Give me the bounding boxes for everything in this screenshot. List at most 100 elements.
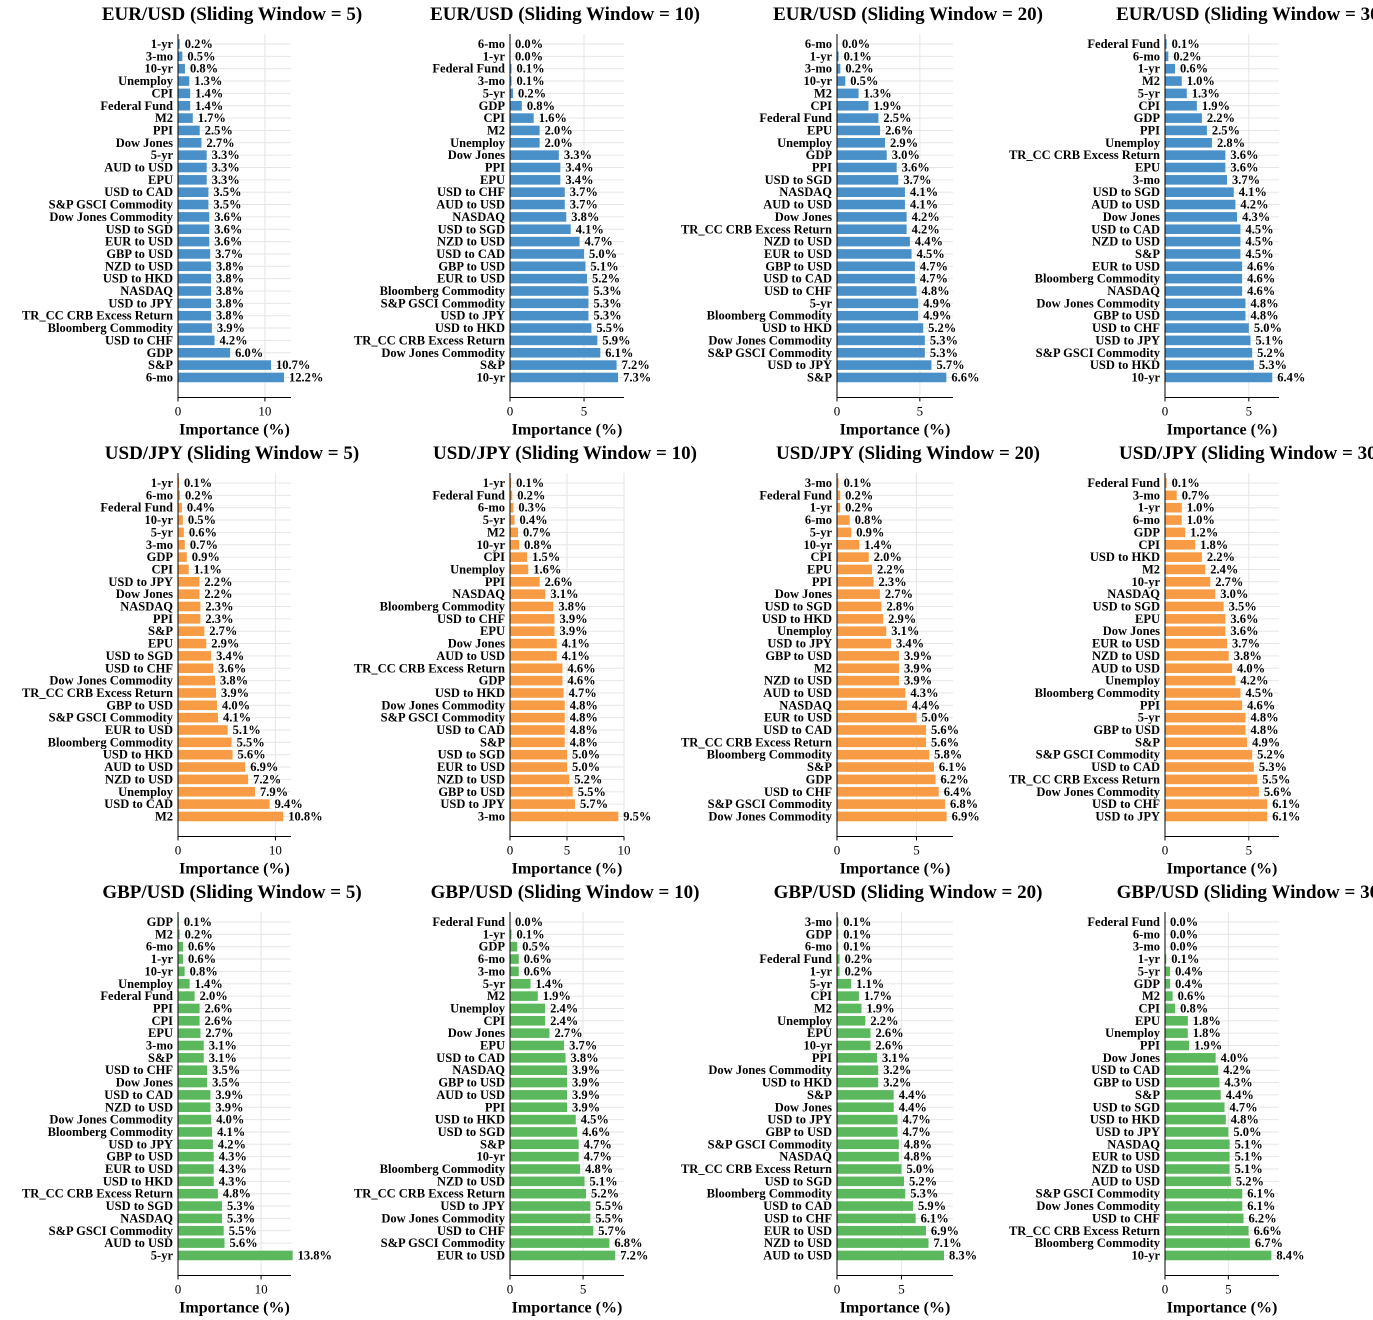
bar — [510, 811, 619, 822]
category-label: USD to SGD — [765, 173, 832, 187]
value-label: 2.2% — [877, 562, 905, 576]
value-label: 2.3% — [879, 575, 907, 589]
category-label: Federal Fund — [759, 488, 832, 502]
bar — [837, 527, 852, 538]
value-label: 2.7% — [554, 1026, 582, 1040]
category-label: AUD to USD — [1091, 198, 1160, 212]
value-label: 4.0% — [216, 1113, 244, 1127]
value-label: 0.2% — [185, 488, 213, 502]
value-label: 6.9% — [952, 809, 980, 823]
bar — [1165, 1003, 1176, 1014]
category-label: Bloomberg Commodity — [380, 284, 506, 298]
x-axis-label: Importance (%) — [840, 860, 951, 877]
value-label: 3.6% — [214, 222, 242, 236]
category-label: GDP — [147, 346, 174, 360]
bar — [510, 1213, 591, 1224]
category-label: M2 — [814, 86, 832, 100]
value-label: 1.4% — [195, 99, 223, 113]
category-label: S&P GSCI Commodity — [1036, 748, 1161, 762]
value-label: 5.1% — [233, 723, 261, 737]
value-label: 1.4% — [195, 86, 223, 100]
bar — [510, 1127, 578, 1137]
value-label: 2.6% — [876, 1039, 904, 1053]
x-tick-label: 10 — [618, 842, 631, 857]
value-label: 3.4% — [565, 161, 593, 175]
category-label: 5-yr — [483, 513, 506, 527]
category-label: AUD to USD — [104, 1236, 173, 1250]
bar — [178, 515, 183, 525]
category-label: TR_CC CRB Excess Return — [681, 1162, 832, 1176]
bar — [510, 1102, 567, 1113]
category-label: NZD to USD — [764, 1236, 832, 1250]
value-label: 3.7% — [570, 198, 598, 212]
category-label: Unemploy — [450, 136, 506, 150]
category-label: NASDAQ — [779, 185, 832, 199]
value-label: 6.4% — [1277, 370, 1305, 384]
bar — [178, 1053, 204, 1063]
value-label: 0.6% — [188, 940, 216, 954]
value-label: 5.5% — [237, 735, 265, 749]
category-label: TR_CC CRB Excess Return — [1009, 1224, 1160, 1238]
category-label: Dow Jones Commodity — [49, 1113, 173, 1127]
bar — [510, 502, 514, 513]
value-label: 4.7% — [903, 1113, 931, 1127]
category-label: TR_CC CRB Excess Return — [354, 661, 505, 675]
category-label: 5-yr — [1138, 86, 1161, 100]
category-label: S&P GSCI Commodity — [1036, 1187, 1161, 1201]
category-label: 5-yr — [483, 977, 506, 991]
value-label: 2.8% — [886, 600, 914, 614]
category-label: EUR to USD — [105, 723, 173, 737]
value-label: 8.4% — [1276, 1248, 1304, 1262]
category-label: PPI — [1140, 698, 1160, 712]
value-label: 2.3% — [205, 612, 233, 626]
bar — [178, 700, 217, 711]
bar — [1165, 991, 1173, 1001]
bar — [837, 502, 841, 513]
bar — [1165, 1238, 1250, 1248]
bar — [178, 335, 215, 346]
category-label: NZD to USD — [1092, 649, 1160, 663]
bar — [1165, 1151, 1230, 1162]
category-label: USD to HKD — [103, 272, 173, 286]
value-label: 1.9% — [866, 1001, 894, 1015]
category-label: USD to CHF — [1092, 321, 1160, 335]
value-label: 0.5% — [187, 49, 215, 63]
bar — [178, 273, 212, 284]
bar — [1165, 162, 1226, 173]
bar — [837, 249, 912, 259]
value-label: 1.3% — [864, 86, 892, 100]
category-label: Dow Jones Commodity — [381, 1211, 505, 1225]
value-label: 4.9% — [1252, 735, 1280, 749]
value-label: 3.4% — [216, 649, 244, 663]
bar — [837, 100, 869, 111]
category-label: Federal Fund — [100, 989, 173, 1003]
bar — [178, 1102, 211, 1113]
bar — [510, 577, 540, 587]
bar — [1165, 614, 1226, 624]
bar — [178, 638, 207, 649]
value-label: 4.7% — [920, 272, 948, 286]
x-axis-label: Importance (%) — [179, 1299, 290, 1316]
category-label: 5-yr — [151, 525, 174, 539]
category-label: 3-mo — [478, 964, 505, 978]
category-label: TR_CC CRB Excess Return — [1009, 772, 1160, 786]
bar — [510, 663, 563, 674]
bar — [837, 187, 905, 197]
category-label: 3-mo — [478, 809, 505, 823]
category-label: S&P GSCI Commodity — [381, 1236, 506, 1250]
category-label: 5-yr — [1138, 964, 1161, 978]
category-label: Federal Fund — [1087, 915, 1160, 929]
category-label: 5-yr — [810, 977, 833, 991]
bar — [837, 688, 906, 698]
category-label: NZD to USD — [105, 772, 173, 786]
value-label: 5.0% — [1233, 1125, 1261, 1139]
category-label: Unemploy — [777, 136, 833, 150]
category-label: 5-yr — [810, 525, 833, 539]
bar — [178, 502, 182, 513]
x-axis-label: Importance (%) — [1167, 421, 1278, 438]
bar — [1165, 1114, 1226, 1125]
bar — [178, 737, 232, 748]
value-label: 6.1% — [1247, 1187, 1275, 1201]
bar — [837, 1127, 898, 1137]
category-label: NZD to USD — [437, 1174, 505, 1188]
